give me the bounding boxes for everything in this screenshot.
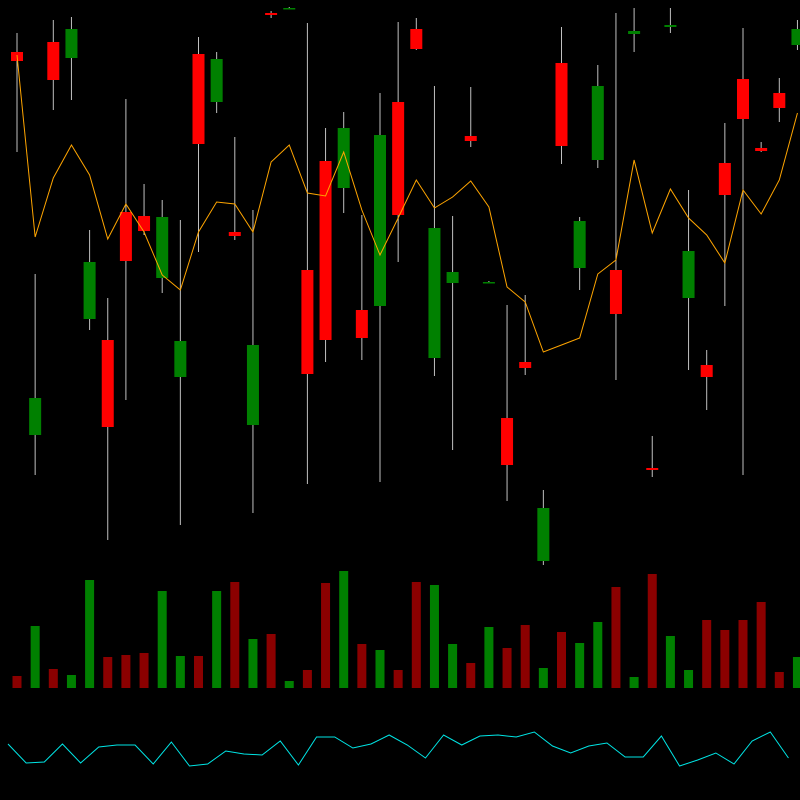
volume-bar <box>284 681 294 688</box>
volume-bar <box>393 670 403 688</box>
volume-bar <box>466 663 476 688</box>
candle-body <box>501 418 514 465</box>
volume-bar <box>175 656 185 688</box>
volume-bar <box>684 670 694 688</box>
candle-body <box>410 29 423 49</box>
candle-body <box>591 86 604 160</box>
candle-body <box>138 216 151 231</box>
volume-bar <box>502 648 512 688</box>
volume-bar <box>375 650 385 688</box>
candle-body <box>65 29 78 58</box>
volume-bar <box>520 625 530 688</box>
indicator-line <box>7 731 789 767</box>
candle-body <box>355 310 368 338</box>
candle-body <box>609 270 622 314</box>
moving-average-line <box>16 54 798 353</box>
volume-bar <box>629 677 639 688</box>
volume-bar <box>321 583 331 688</box>
candle-body <box>265 13 278 15</box>
volume-bar <box>157 591 167 688</box>
candle-body <box>519 362 532 368</box>
volume-bar <box>30 626 40 688</box>
volume-bar <box>611 587 621 688</box>
candle-body <box>737 79 749 119</box>
volume-bar <box>48 669 58 688</box>
volume-bar <box>665 636 675 688</box>
candle-body <box>446 272 459 283</box>
volume-bar <box>85 580 95 688</box>
candle-body <box>119 212 132 261</box>
volume-bar <box>194 656 203 688</box>
candle-body <box>210 59 223 102</box>
candle-body <box>573 221 586 268</box>
candle-body <box>319 161 332 340</box>
volume-bar <box>448 644 458 688</box>
volume-bar <box>103 657 113 688</box>
volume-bar <box>738 620 748 688</box>
candle-body <box>156 217 169 278</box>
volume-bar <box>538 668 548 688</box>
candle-body <box>337 128 350 188</box>
volume-bar <box>302 670 312 688</box>
candle-body <box>83 262 96 319</box>
volume-bar <box>266 634 276 688</box>
volume-bar <box>720 630 730 688</box>
candle-body <box>755 148 768 151</box>
candle-body <box>537 508 550 561</box>
volume-bar <box>647 574 657 688</box>
volume-bar <box>212 591 222 688</box>
candle-body <box>101 340 114 427</box>
candle-body <box>464 136 477 141</box>
candle-body <box>47 42 60 80</box>
candle-body <box>791 29 800 45</box>
candle-body <box>374 135 386 306</box>
volume-bar <box>121 655 131 688</box>
candle-body <box>700 365 713 377</box>
volume-bar <box>593 622 603 688</box>
candle-body <box>301 270 314 374</box>
candle-body <box>174 341 187 377</box>
volume-bar <box>411 582 421 688</box>
candle-body <box>628 31 641 34</box>
volume-bar <box>248 639 258 688</box>
volume-bar <box>484 627 494 688</box>
candle-body <box>192 54 205 144</box>
volume-bar <box>557 632 566 688</box>
candle-body <box>646 468 659 470</box>
volume-bar <box>12 676 22 688</box>
volume-bar <box>792 657 800 688</box>
candle-body <box>283 8 296 10</box>
volume-bar <box>774 672 784 688</box>
candle-body <box>664 25 677 27</box>
volume-bar <box>575 643 585 688</box>
volume-bar <box>429 585 439 688</box>
candle-body <box>29 398 42 435</box>
candle-body <box>228 232 241 236</box>
candle-body <box>718 163 731 195</box>
candle-body <box>555 63 568 146</box>
volume-bar <box>139 653 149 688</box>
volume-bar <box>66 675 76 688</box>
candle-body <box>428 228 441 358</box>
candle-body <box>682 251 695 298</box>
volume-bar <box>357 644 367 688</box>
volume-bar <box>339 571 349 688</box>
candle-body <box>482 282 495 284</box>
volume-bar <box>756 602 766 688</box>
candle-body <box>773 93 786 108</box>
volume-bar <box>230 582 240 688</box>
candle-body <box>392 102 405 215</box>
volume-bar <box>702 620 712 688</box>
candle-body <box>246 345 259 425</box>
